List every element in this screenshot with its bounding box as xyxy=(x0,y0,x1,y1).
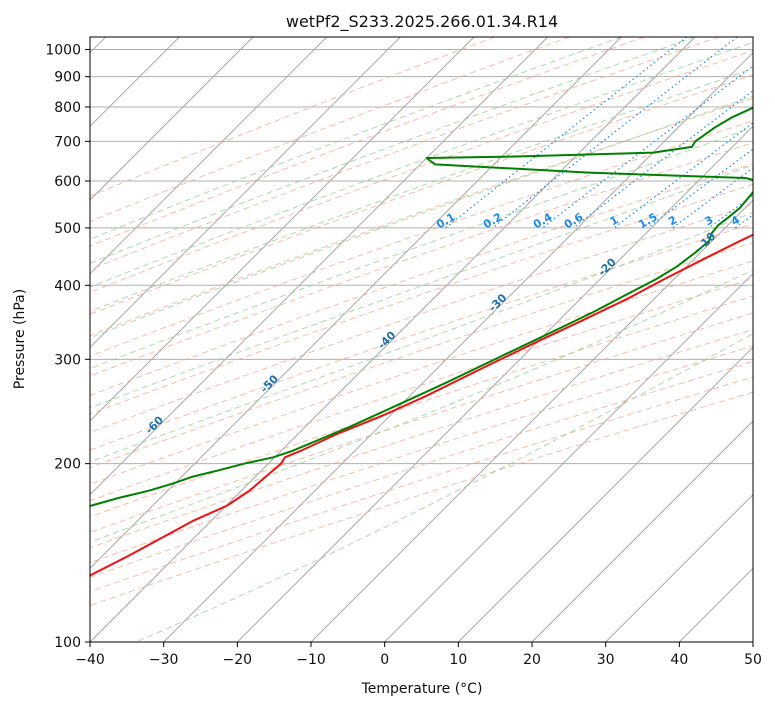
isotherm-line xyxy=(237,37,775,642)
x-tick-label: −30 xyxy=(149,652,179,668)
y-tick-label: 200 xyxy=(54,457,81,473)
isotherm-line xyxy=(532,37,775,642)
isotherm-line xyxy=(0,37,474,642)
x-tick-label: 50 xyxy=(744,652,762,668)
isotherm-label: -50 xyxy=(258,372,281,395)
dry-adiabat-line xyxy=(0,37,644,642)
isotherm-label: -30 xyxy=(486,291,509,314)
x-tick-label: 0 xyxy=(380,652,389,668)
mixing-ratio-label: 4 xyxy=(729,213,742,228)
dewpoint-profile-line xyxy=(0,85,775,642)
x-tick-label: 30 xyxy=(597,652,615,668)
mixing-ratio-label: 1 xyxy=(608,213,621,228)
y-tick-label: 1000 xyxy=(45,43,81,59)
x-tick-label: −20 xyxy=(223,652,253,668)
mixing-ratio-label: 6 xyxy=(768,213,775,228)
mixing-ratio-label: 3 xyxy=(702,213,715,228)
mixing-ratio-line xyxy=(573,37,775,228)
isotherm-line xyxy=(16,37,621,642)
y-tick-label: 600 xyxy=(54,174,81,190)
temperature-profile-line xyxy=(0,85,775,642)
x-tick-label: −10 xyxy=(296,652,326,668)
mixing-ratio-line xyxy=(614,37,775,228)
isotherm-label: -40 xyxy=(375,328,398,351)
chart-title: wetPf2_S233.2025.266.01.34.R14 xyxy=(286,12,558,32)
y-tick-label: 800 xyxy=(54,100,81,116)
isotherm-line xyxy=(0,37,327,642)
y-axis-label: Pressure (hPa) xyxy=(12,289,28,389)
isotherm-line xyxy=(679,37,775,642)
isotherm-line xyxy=(753,37,775,642)
isotherm-line xyxy=(458,37,775,642)
isotherm-line xyxy=(164,37,769,642)
isotherm-line xyxy=(0,37,253,642)
mixing-ratio-label: 2 xyxy=(666,213,679,228)
isotherm-line xyxy=(0,37,400,642)
y-tick-label: 500 xyxy=(54,221,81,237)
isotherm-label: -20 xyxy=(596,255,619,278)
plot-frame xyxy=(90,37,753,642)
x-tick-label: 20 xyxy=(523,652,541,668)
y-tick-label: 100 xyxy=(54,635,81,651)
isotherm-line xyxy=(606,37,775,642)
y-tick-label: 700 xyxy=(54,134,81,150)
y-tick-label: 900 xyxy=(54,70,81,86)
isotherm-label: -60 xyxy=(143,413,166,436)
x-axis-label: Temperature (°C) xyxy=(361,681,483,697)
isotherm-line xyxy=(385,37,775,642)
x-tick-label: −40 xyxy=(75,652,105,668)
dry-adiabat-line xyxy=(0,37,719,642)
x-tick-label: 10 xyxy=(449,652,467,668)
x-tick-label: 40 xyxy=(670,652,688,668)
isotherm-label: -70 xyxy=(20,463,43,486)
y-tick-label: 400 xyxy=(54,278,81,294)
moist-adiabat-line xyxy=(136,37,775,642)
dry-adiabat-line xyxy=(0,37,570,642)
y-tick-label: 300 xyxy=(54,352,81,368)
